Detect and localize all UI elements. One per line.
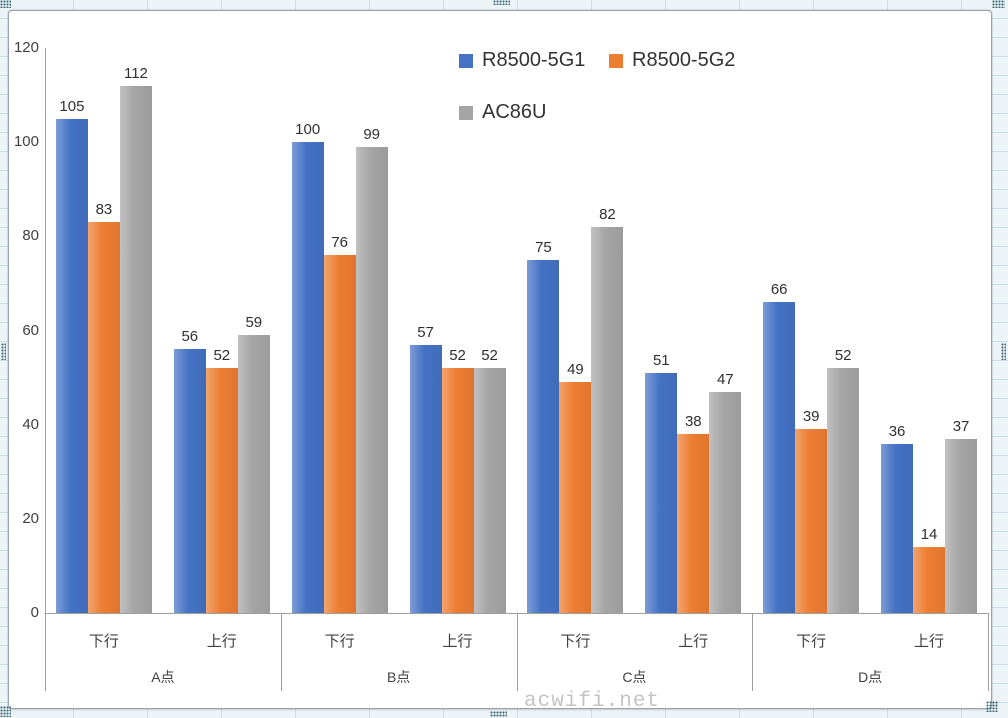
x-axis-category-label: 上行: [678, 633, 709, 650]
data-label: 66: [770, 281, 788, 299]
plot-area: 0 20 40 60 80 100 120 下行 105 83 112 上行 56 52 59 A点 下行 100…: [9, 11, 991, 708]
selection-handle-bottom-right[interactable]: [986, 701, 998, 712]
selection-handle-mid-right[interactable]: [1001, 343, 1006, 360]
legend-label: R8500-5G1: [482, 49, 586, 71]
x-axis-category-label: 下行: [796, 633, 827, 650]
bar-AC86U[interactable]: [827, 368, 860, 613]
bar-R8500-5G1[interactable]: [763, 302, 796, 613]
bar-AC86U[interactable]: [473, 368, 506, 613]
data-label: 39: [802, 408, 820, 426]
x-axis-group-label: B点: [386, 669, 411, 685]
bar-R8500-5G1[interactable]: [173, 349, 206, 613]
chart-object[interactable]: 0 20 40 60 80 100 120 下行 105 83 112 上行 56 52 59 A点 下行 100…: [8, 10, 992, 713]
bar-R8500-5G2[interactable]: [677, 434, 710, 613]
data-label: 76: [331, 234, 349, 252]
x-axis-category-label: 下行: [560, 633, 591, 650]
data-label: 38: [684, 413, 702, 431]
bar-R8500-5G1[interactable]: [527, 259, 560, 613]
category-divider-line: [516, 613, 518, 691]
x-axis-group-label: D点: [858, 669, 883, 685]
data-label: 59: [245, 314, 263, 332]
data-label: 75: [535, 238, 552, 256]
data-label: 99: [363, 125, 381, 143]
x-axis-category-label: 上行: [442, 633, 473, 650]
y-axis-line: [45, 48, 46, 613]
x-axis-group-label: A点: [151, 669, 175, 685]
data-label: 105: [59, 97, 85, 115]
bar-AC86U[interactable]: [355, 146, 388, 613]
watermark-text: acwifi.net: [524, 690, 661, 713]
legend-label: R8500-5G2: [632, 49, 736, 71]
bar-R8500-5G2[interactable]: [205, 368, 238, 613]
data-label: 51: [652, 351, 670, 369]
y-axis-tick-label: 100: [13, 133, 39, 151]
legend-swatch-icon: [459, 53, 473, 68]
y-axis-tick-label: 120: [13, 39, 39, 56]
x-axis-group-label: C点: [622, 669, 647, 685]
data-label: 57: [417, 323, 434, 341]
bar-AC86U[interactable]: [945, 438, 978, 613]
x-axis-category-label: 下行: [324, 633, 355, 650]
category-divider-line: [752, 613, 754, 691]
legend-label: AC86U: [482, 101, 547, 123]
legend-item-R8500-5G2[interactable]: R8500-5G2: [609, 49, 735, 72]
bar-R8500-5G2[interactable]: [441, 368, 474, 613]
data-label: 56: [181, 328, 199, 346]
bar-R8500-5G1[interactable]: [881, 443, 914, 613]
selection-handle-bottom-center[interactable]: [490, 711, 507, 717]
x-axis-category-label: 上行: [206, 633, 237, 650]
selection-handle-mid-left[interactable]: [1, 343, 6, 360]
data-label: 52: [449, 347, 466, 365]
data-label: 52: [834, 347, 852, 365]
data-label: 52: [213, 347, 231, 365]
y-axis-tick-label: 20: [22, 509, 39, 527]
bar-R8500-5G2[interactable]: [795, 429, 828, 613]
legend-swatch-icon: [459, 105, 473, 120]
selection-handle-top-center[interactable]: [493, 0, 510, 5]
bar-R8500-5G2[interactable]: [559, 382, 592, 613]
selection-handle-top-left[interactable]: [0, 0, 11, 8]
bar-R8500-5G2[interactable]: [913, 547, 946, 613]
bar-R8500-5G1[interactable]: [645, 372, 678, 613]
data-label: 112: [123, 64, 148, 82]
selection-handle-top-right[interactable]: [992, 0, 1005, 8]
y-axis-tick-label: 40: [22, 415, 39, 433]
category-divider-line: [280, 613, 282, 691]
y-axis-tick-label: 80: [22, 227, 39, 245]
bar-R8500-5G1[interactable]: [291, 142, 324, 613]
legend-item-R8500-5G1[interactable]: R8500-5G1: [459, 49, 585, 72]
bar-AC86U[interactable]: [119, 85, 152, 613]
data-label: 82: [599, 205, 616, 223]
data-label: 36: [888, 422, 906, 440]
data-label: 47: [716, 370, 734, 388]
legend-item-AC86U[interactable]: AC86U: [459, 101, 546, 124]
legend-swatch-icon: [609, 53, 623, 68]
data-label: 52: [481, 347, 498, 365]
y-axis-tick-label: 60: [22, 321, 39, 339]
data-label: 14: [920, 526, 938, 544]
category-divider-line: [988, 613, 989, 691]
data-label: 37: [952, 417, 970, 435]
bar-R8500-5G1[interactable]: [55, 118, 88, 613]
x-axis-category-label: 下行: [88, 633, 119, 650]
category-divider-line: [45, 613, 46, 691]
bar-AC86U[interactable]: [237, 335, 270, 613]
data-label: 100: [295, 121, 321, 139]
data-label: 49: [567, 361, 584, 379]
bar-R8500-5G2[interactable]: [87, 222, 120, 613]
data-label: 83: [95, 201, 113, 219]
x-axis-category-label: 上行: [914, 633, 945, 650]
y-axis-tick-label: 0: [30, 604, 39, 621]
bar-AC86U[interactable]: [591, 226, 624, 613]
bar-AC86U[interactable]: [709, 391, 742, 613]
selection-handle-bottom-left[interactable]: [0, 706, 11, 717]
bar-R8500-5G1[interactable]: [409, 344, 442, 613]
bar-R8500-5G2[interactable]: [323, 255, 356, 613]
